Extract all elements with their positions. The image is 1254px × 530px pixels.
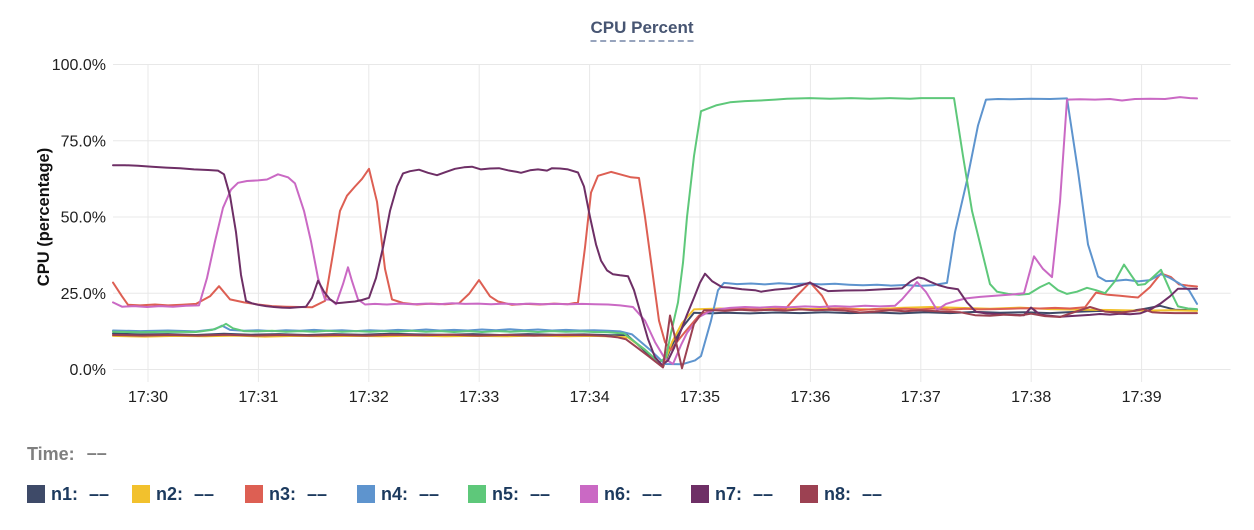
svg-text:17:37: 17:37 <box>901 389 941 406</box>
svg-text:17:39: 17:39 <box>1122 389 1162 406</box>
svg-text:17:31: 17:31 <box>238 389 278 406</box>
svg-text:50.0%: 50.0% <box>61 210 106 227</box>
svg-text:17:34: 17:34 <box>570 389 610 406</box>
svg-text:25.0%: 25.0% <box>61 286 106 303</box>
svg-text:CPU (percentage): CPU (percentage) <box>35 148 53 286</box>
svg-text:17:33: 17:33 <box>459 389 499 406</box>
svg-text:100.0%: 100.0% <box>52 57 106 74</box>
svg-text:75.0%: 75.0% <box>61 133 106 150</box>
svg-text:0.0%: 0.0% <box>70 362 106 379</box>
svg-text:17:30: 17:30 <box>128 389 168 406</box>
svg-text:17:38: 17:38 <box>1011 389 1051 406</box>
svg-text:17:35: 17:35 <box>680 389 720 406</box>
svg-text:17:36: 17:36 <box>790 389 830 406</box>
svg-text:17:32: 17:32 <box>349 389 389 406</box>
